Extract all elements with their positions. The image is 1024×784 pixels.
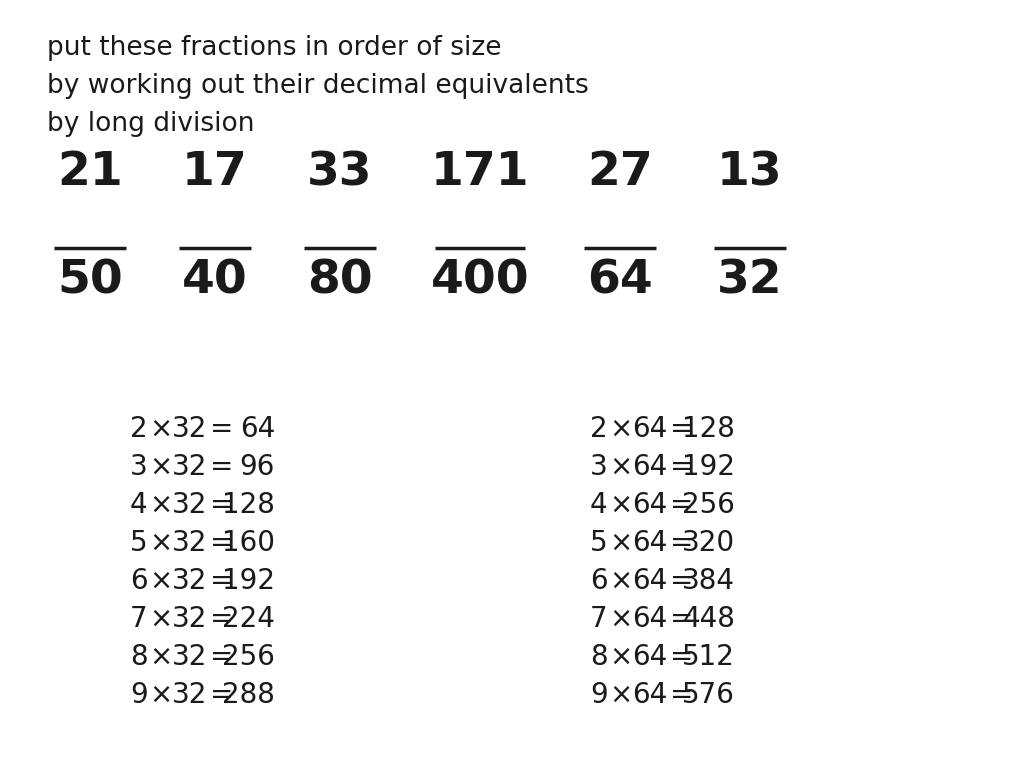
Text: =: = (210, 681, 233, 709)
Text: 32: 32 (717, 258, 782, 303)
Text: 3: 3 (130, 453, 147, 481)
Text: 27: 27 (587, 150, 653, 195)
Text: =: = (670, 605, 693, 633)
Text: 512: 512 (682, 643, 735, 671)
Text: 64: 64 (587, 258, 653, 303)
Text: 7: 7 (130, 605, 147, 633)
Text: 64: 64 (632, 453, 668, 481)
Text: =: = (670, 453, 693, 481)
Text: ×: × (609, 491, 632, 519)
Text: 5: 5 (590, 529, 607, 557)
Text: =: = (670, 567, 693, 595)
Text: 32: 32 (172, 529, 208, 557)
Text: 96: 96 (240, 453, 275, 481)
Text: by long division: by long division (47, 111, 255, 137)
Text: 32: 32 (172, 681, 208, 709)
Text: 40: 40 (182, 258, 248, 303)
Text: =: = (210, 453, 233, 481)
Text: 64: 64 (632, 567, 668, 595)
Text: 64: 64 (632, 491, 668, 519)
Text: 32: 32 (172, 643, 208, 671)
Text: 9: 9 (590, 681, 608, 709)
Text: 80: 80 (307, 258, 373, 303)
Text: 6: 6 (590, 567, 607, 595)
Text: 256: 256 (682, 491, 735, 519)
Text: 288: 288 (222, 681, 275, 709)
Text: 3: 3 (590, 453, 608, 481)
Text: by working out their decimal equivalents: by working out their decimal equivalents (47, 73, 589, 99)
Text: 8: 8 (130, 643, 147, 671)
Text: 9: 9 (130, 681, 147, 709)
Text: 128: 128 (222, 491, 275, 519)
Text: 224: 224 (222, 605, 275, 633)
Text: 192: 192 (682, 453, 735, 481)
Text: 320: 320 (682, 529, 735, 557)
Text: 400: 400 (431, 258, 529, 303)
Text: ×: × (150, 567, 172, 595)
Text: 50: 50 (57, 258, 123, 303)
Text: 21: 21 (57, 150, 123, 195)
Text: 2: 2 (590, 415, 607, 443)
Text: 5: 5 (130, 529, 147, 557)
Text: ×: × (609, 567, 632, 595)
Text: 32: 32 (172, 415, 208, 443)
Text: 7: 7 (590, 605, 607, 633)
Text: =: = (670, 681, 693, 709)
Text: 64: 64 (632, 605, 668, 633)
Text: 64: 64 (632, 643, 668, 671)
Text: 13: 13 (717, 150, 782, 195)
Text: 192: 192 (222, 567, 275, 595)
Text: 17: 17 (182, 150, 248, 195)
Text: 171: 171 (431, 150, 529, 195)
Text: ×: × (609, 529, 632, 557)
Text: 448: 448 (682, 605, 735, 633)
Text: =: = (210, 529, 233, 557)
Text: 64: 64 (240, 415, 275, 443)
Text: 64: 64 (632, 681, 668, 709)
Text: ×: × (609, 415, 632, 443)
Text: 2: 2 (130, 415, 147, 443)
Text: =: = (210, 643, 233, 671)
Text: ×: × (150, 681, 172, 709)
Text: 4: 4 (590, 491, 607, 519)
Text: put these fractions in order of size: put these fractions in order of size (47, 35, 502, 61)
Text: =: = (210, 491, 233, 519)
Text: 33: 33 (307, 150, 373, 195)
Text: 256: 256 (222, 643, 275, 671)
Text: ×: × (150, 491, 172, 519)
Text: =: = (210, 605, 233, 633)
Text: 32: 32 (172, 605, 208, 633)
Text: =: = (670, 643, 693, 671)
Text: =: = (670, 415, 693, 443)
Text: 4: 4 (130, 491, 147, 519)
Text: 64: 64 (632, 415, 668, 443)
Text: ×: × (150, 605, 172, 633)
Text: 576: 576 (682, 681, 735, 709)
Text: ×: × (609, 643, 632, 671)
Text: =: = (670, 491, 693, 519)
Text: ×: × (150, 415, 172, 443)
Text: =: = (210, 567, 233, 595)
Text: ×: × (609, 605, 632, 633)
Text: =: = (670, 529, 693, 557)
Text: ×: × (150, 453, 172, 481)
Text: ×: × (609, 681, 632, 709)
Text: 32: 32 (172, 453, 208, 481)
Text: 32: 32 (172, 491, 208, 519)
Text: 8: 8 (590, 643, 607, 671)
Text: 64: 64 (632, 529, 668, 557)
Text: 384: 384 (682, 567, 735, 595)
Text: 32: 32 (172, 567, 208, 595)
Text: 6: 6 (130, 567, 147, 595)
Text: 160: 160 (222, 529, 275, 557)
Text: ×: × (150, 643, 172, 671)
Text: ×: × (150, 529, 172, 557)
Text: ×: × (609, 453, 632, 481)
Text: 128: 128 (682, 415, 735, 443)
Text: =: = (210, 415, 233, 443)
